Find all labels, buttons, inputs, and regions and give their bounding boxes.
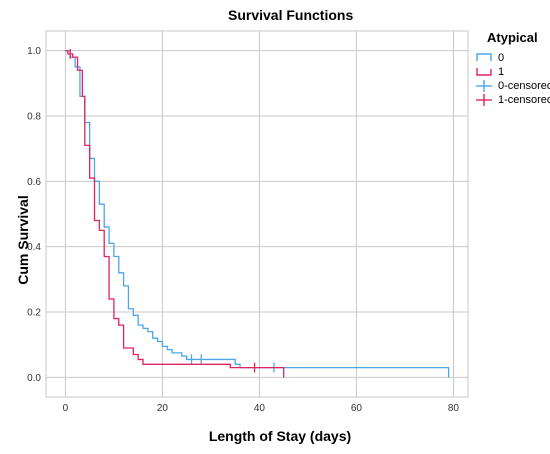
y-tick-label: 0.6	[27, 177, 41, 188]
y-tick-label: 0.2	[27, 308, 41, 319]
legend-item-1-censored: 1-censored	[474, 93, 550, 107]
plot-frame	[45, 30, 469, 398]
x-tick-label: 40	[254, 403, 266, 414]
x-tick-label: 0	[63, 403, 69, 414]
x-tick-label: 60	[351, 403, 363, 414]
x-axis-label: Length of Stay (days)	[208, 428, 352, 444]
legend-label: 0-censored	[498, 80, 550, 92]
y-tick-label: 0.8	[27, 111, 41, 122]
grid	[45, 30, 469, 398]
legend-label: 1	[498, 66, 505, 78]
series-line-0	[65, 49, 450, 378]
legend-step-line-icon	[476, 68, 492, 76]
y-tick-label: 0.4	[27, 242, 41, 253]
tick-labels: 0 20 40 60 80 0.0 0.2 0.4 0.6 0.8 1.0	[27, 46, 459, 414]
x-tick-label: 80	[448, 403, 460, 414]
legend: Atypical 0 1 0-censored 1-censo	[474, 30, 550, 107]
y-axis-label: Cum Survival	[15, 195, 31, 285]
chart-title: Survival Functions	[228, 7, 354, 23]
legend-censor-mark-icon	[476, 94, 492, 106]
y-tick-label: 0.0	[27, 373, 41, 384]
x-tick-label: 20	[157, 403, 169, 414]
legend-label: 0	[498, 52, 505, 64]
series-line-1	[65, 49, 285, 378]
legend-item-1: 1	[474, 65, 538, 79]
legend-item-0-censored: 0-censored	[474, 79, 550, 93]
y-tick-label: 1.0	[27, 46, 41, 57]
legend-item-0: 0	[474, 51, 538, 65]
legend-label: 1-censored	[498, 94, 550, 106]
legend-step-line-icon	[476, 53, 492, 61]
legend-censor-mark-icon	[476, 80, 492, 92]
legend-title: Atypical	[487, 30, 538, 45]
series-layer	[65, 48, 450, 378]
